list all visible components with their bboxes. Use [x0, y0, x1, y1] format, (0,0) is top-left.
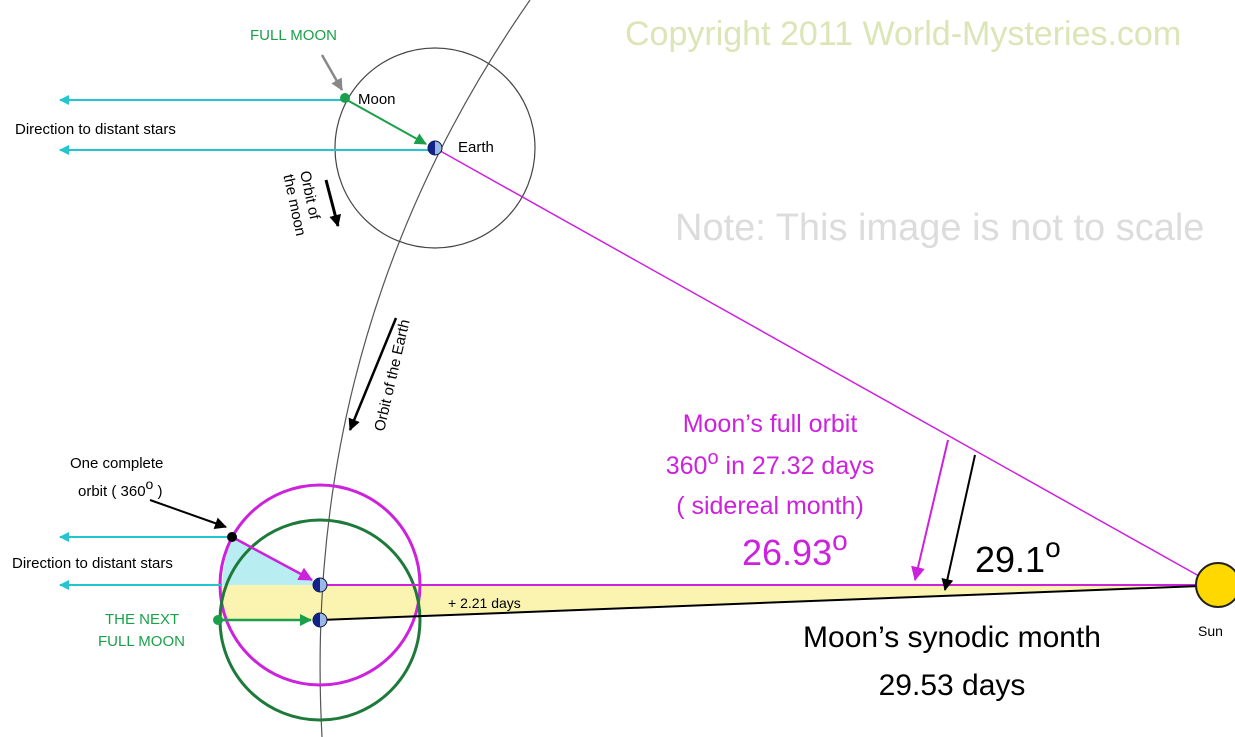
next-full-moon-label: THE NEXT [105, 611, 179, 628]
diagram: Copyright 2011 World-Mysteries.com Note:… [0, 0, 1235, 737]
sidereal-label: 360o in 27.32 days [666, 447, 875, 480]
moon-label: Moon [358, 91, 396, 108]
moon [340, 93, 350, 103]
pointer-arrow [322, 55, 342, 90]
sidereal-label: ( sidereal month) [676, 492, 864, 520]
complete-orbit-label: One complete [70, 455, 163, 472]
orbit-earth-label: Orbit of the Earth [371, 318, 413, 433]
earth [428, 141, 442, 155]
earth-orbit [320, 0, 530, 737]
delay-label: + 2.21 days [448, 595, 521, 611]
orbit-direction-arrow [326, 180, 338, 226]
sidereal-angle: 26.93o [742, 525, 848, 573]
synodic-label: 29.53 days [879, 669, 1026, 702]
synodic-label: Moon’s synodic month [803, 621, 1101, 654]
copyright: Copyright 2011 World-Mysteries.com [625, 15, 1181, 53]
angle-arrow [915, 440, 948, 580]
earth-label: Earth [458, 139, 494, 156]
synodic-angle: 29.1o [975, 532, 1061, 580]
next-full-moon-label: FULL MOON [98, 633, 185, 650]
synodic-band [222, 585, 1200, 620]
earth [313, 613, 327, 627]
pointer-arrow [150, 500, 226, 527]
sun-label: Sun [1198, 623, 1223, 639]
moon [213, 615, 223, 625]
direction-label: Direction to distant stars [15, 121, 176, 138]
sidereal-label: Moon’s full orbit [683, 410, 858, 438]
sun [1196, 563, 1235, 607]
note: Note: This image is not to scale [675, 207, 1204, 249]
earth [313, 578, 327, 592]
full-moon-label: FULL MOON [250, 27, 337, 44]
angle-arrow [945, 455, 975, 590]
moon [227, 532, 237, 542]
direction-label: Direction to distant stars [12, 555, 173, 572]
complete-orbit-label: orbit ( 360o ) [78, 476, 163, 500]
